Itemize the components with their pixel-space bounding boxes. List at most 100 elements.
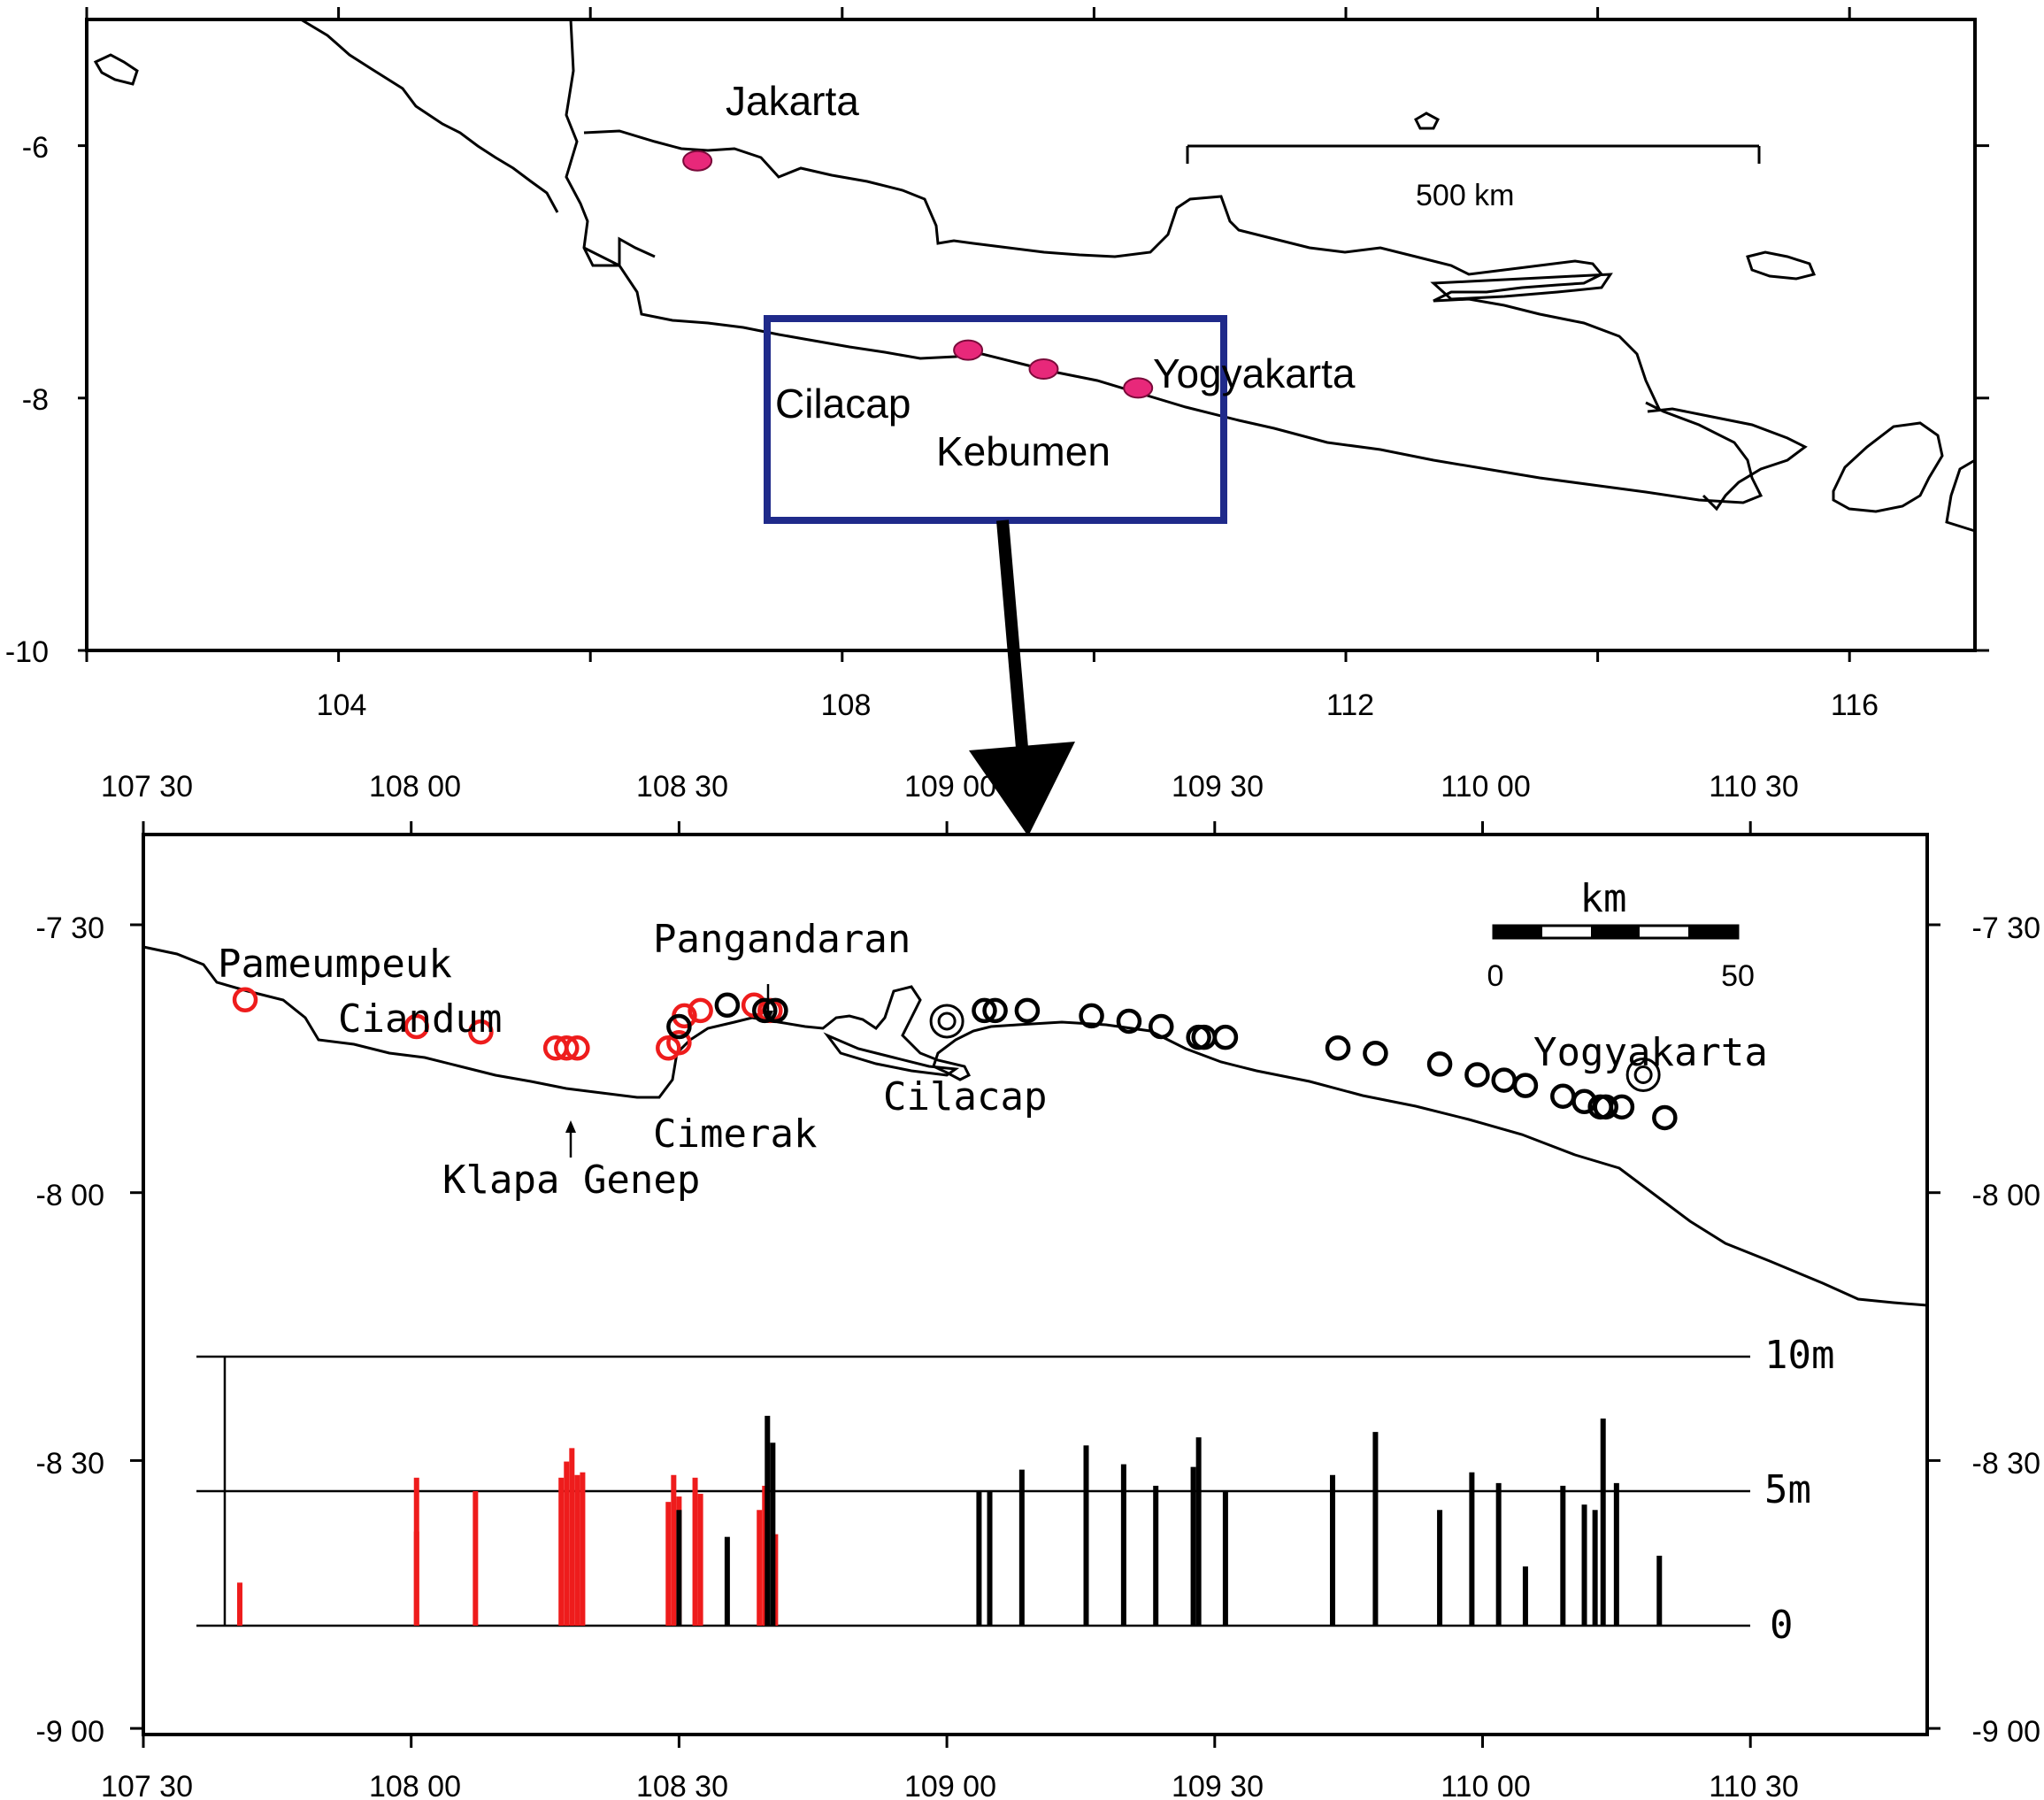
detail-lat-tick-label-right: -7 30 [1972,912,2041,945]
survey-point-black [714,992,741,1019]
callout-arrows [565,984,773,1158]
survey-point-black [1550,1083,1576,1109]
label-cilacap: Cilacap [883,1074,1047,1119]
detail-lon-tick-label-bottom: 108 30 [636,1770,728,1800]
height-bar-red [574,1474,580,1626]
height-bar-black [1613,1482,1619,1626]
city-double-circle-outer [929,1004,964,1039]
height-bar-black [1018,1469,1025,1626]
survey-point-red [554,1035,580,1061]
height-bar-red [558,1477,565,1626]
scale-min-label: 0 [1487,959,1504,993]
city-marker-cilacap [953,339,984,361]
survey-point-black [1014,997,1041,1024]
height-axis-label-0: 0 [1770,1603,1794,1648]
detail-lat-tick-label-right: -8 30 [1972,1447,2041,1481]
height-bar-black [1560,1485,1566,1626]
city-marker-kebumen [1028,358,1059,381]
city-marker-yogyakarta [1123,377,1154,399]
south-java-coastline [142,945,1928,1307]
detail-lon-tick-label-top: 109 00 [904,770,996,804]
survey-point-black [1363,1041,1388,1066]
city-double-circle-inner [1633,1065,1653,1085]
height-bar-red [697,1494,703,1626]
detail-lon-tick-label-top: 108 30 [636,770,728,804]
label-cimerak: Cimerak [653,1112,817,1157]
survey-point-black [1609,1094,1635,1120]
survey-point-black [1426,1051,1453,1077]
height-bar-red [665,1502,672,1626]
height-axis-label-5m: 5m [1764,1467,1811,1512]
detail-map-ticks [130,821,1940,1748]
height-bar-black [1190,1466,1196,1626]
height-bar-black [1600,1418,1606,1626]
detail-lon-tick-label-top: 107 30 [101,770,193,804]
detail-lon-tick-label-bottom: 110 00 [1441,1770,1530,1800]
height-bar-black [1222,1491,1228,1626]
survey-point-black [1325,1035,1351,1061]
sumbawa-outline [1945,458,1976,533]
scale-unit-km: km [1580,876,1627,921]
small-island-karimun [1414,112,1440,130]
height-bar-red [692,1477,698,1626]
survey-point-black [1149,1013,1174,1040]
height-bar-red [413,1531,419,1626]
top-lon-tick-label: 116 [1831,688,1879,722]
height-bar-black [1495,1482,1502,1626]
top-lon-tick-label: 108 [821,688,872,722]
detail-lon-tick-label-top: 109 30 [1172,770,1264,804]
height-bar-black [1153,1485,1159,1626]
height-bar-black [1581,1504,1587,1626]
height-bar-black [770,1442,776,1626]
bali-outline [1647,407,1808,512]
survey-point-black [972,997,997,1024]
java-coastline-south [583,246,1764,504]
height-bar-black [1195,1437,1202,1626]
detail-lon-tick-label-bottom: 108 00 [369,1770,461,1800]
survey-point-black [666,1013,692,1040]
height-bar-black [1120,1464,1126,1626]
survey-point-black [1593,1094,1618,1120]
scale-max-label: 50 [1721,959,1755,993]
top-scale-bar [1186,144,1761,164]
survey-point-red [468,1019,494,1045]
top-lon-tick-label: 112 [1326,688,1374,722]
survey-point-markers [232,987,1678,1131]
madura-outline [1430,273,1613,301]
top-lon-tick-label: 104 [317,688,367,722]
label-pameumpeuk: Pameumpeuk [218,942,452,987]
city-double-circle-inner [937,1012,957,1031]
survey-point-red [403,1013,430,1040]
south-java-detail-map [130,821,1940,1748]
tsunami-height-bars [236,1415,1663,1626]
label-klapa-genep: Klapa Genep [442,1158,700,1203]
height-bar-red [671,1474,677,1626]
detail-lon-tick-label-bottom: 110 30 [1709,1770,1798,1800]
detail-lat-tick-label-left: -8 00 [36,1179,105,1212]
detail-map-frame [142,833,1929,1736]
detail-lat-tick-label-right: -8 00 [1972,1179,2041,1212]
survey-point-black [1512,1073,1539,1098]
label-yogyakarta: Yogyakarta [1533,1030,1768,1075]
survey-point-black [1079,1003,1104,1029]
height-bar-black [976,1491,982,1626]
top-lat-tick-label: -6 [22,131,49,165]
height-bar-black [724,1536,730,1626]
height-bar-red [564,1461,570,1626]
detail-lon-tick-label-top: 108 00 [369,770,461,804]
detail-lat-tick-label-right: -9 00 [1972,1715,2041,1749]
city-markers [682,150,1154,399]
detail-lat-tick-label-left: -7 30 [36,912,105,945]
survey-point-red [565,1035,590,1061]
detail-lon-tick-label-top: 110 30 [1709,770,1798,804]
top-lat-tick-label: -8 [22,383,49,417]
zoom-arrow [969,519,1075,836]
height-bar-black [1592,1510,1598,1626]
height-bar-red [762,1485,768,1626]
height-bar-black [1469,1472,1475,1626]
city-double-circle-outer [1625,1058,1661,1093]
survey-point-red [666,1029,692,1056]
lombok-outline [1832,421,1944,513]
top-lat-tick-label: -10 [5,635,49,669]
